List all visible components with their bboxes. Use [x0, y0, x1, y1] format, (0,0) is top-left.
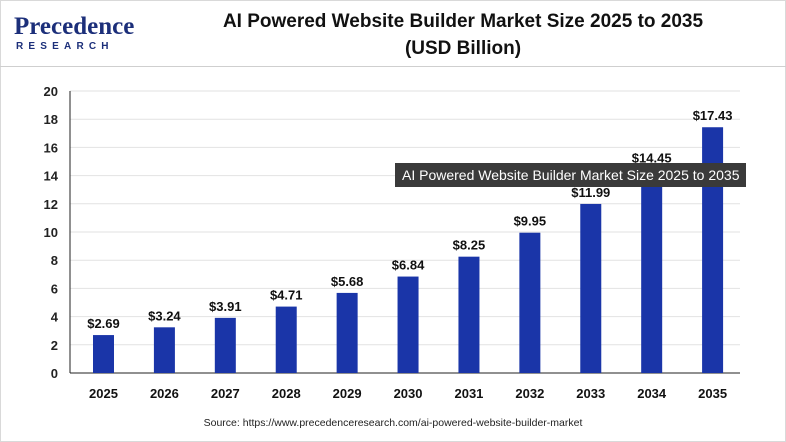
chart-title: AI Powered Website Builder Market Size 2…: [140, 8, 786, 62]
y-tick-label: 18: [44, 112, 58, 127]
header-divider: [0, 66, 786, 67]
y-tick-label: 4: [51, 310, 59, 325]
bar-value-label: $4.71: [270, 288, 303, 303]
x-tick-label: 2033: [576, 386, 605, 401]
y-tick-label: 12: [44, 197, 58, 212]
x-tick-label: 2026: [150, 386, 179, 401]
bar-value-label: $3.91: [209, 299, 242, 314]
bar-value-label: $6.84: [392, 258, 425, 273]
bar: [397, 276, 419, 373]
y-tick-label: 20: [44, 84, 58, 99]
chart-tooltip: AI Powered Website Builder Market Size 2…: [395, 163, 747, 187]
bar: [519, 232, 541, 373]
y-tick-label: 6: [51, 281, 58, 296]
x-tick-label: 2035: [698, 386, 727, 401]
brand-logo: Precedence RESEARCH: [14, 14, 138, 54]
y-tick-label: 16: [44, 140, 58, 155]
bar: [93, 335, 114, 373]
y-tick-label: 0: [51, 366, 58, 381]
y-tick-label: 14: [44, 169, 59, 184]
logo-wordmark: Precedence: [14, 13, 135, 40]
bar: [336, 292, 358, 373]
x-tick-label: 2025: [89, 386, 118, 401]
chart-title-line1: AI Powered Website Builder Market Size 2…: [222, 11, 704, 32]
bar-value-label: $9.95: [514, 214, 547, 229]
bar-value-label: $8.25: [453, 238, 486, 253]
bar-value-label: $14.45: [632, 150, 672, 165]
bar: [580, 203, 602, 373]
y-tick-label: 8: [51, 253, 58, 268]
y-tick-label: 2: [51, 338, 58, 353]
bar: [702, 127, 724, 373]
bar-value-label: $3.24: [148, 308, 181, 323]
bar: [458, 256, 480, 373]
x-tick-label: 2030: [394, 386, 423, 401]
bar: [641, 169, 663, 373]
bar-value-label: $5.68: [331, 274, 364, 289]
x-tick-label: 2032: [515, 386, 544, 401]
bar: [275, 306, 297, 373]
bar-value-label: $2.69: [87, 316, 120, 331]
bar-value-label: $11.99: [571, 185, 610, 200]
logo-subtitle: RESEARCH: [16, 41, 114, 52]
bar: [153, 327, 175, 373]
x-tick-label: 2027: [211, 386, 240, 401]
source-note: Source: https://www.precedenceresearch.c…: [203, 417, 583, 429]
y-tick-label: 10: [44, 225, 58, 240]
chart-title-line2: (USD Billion): [404, 38, 522, 59]
x-tick-label: 2028: [272, 386, 301, 401]
x-tick-label: 2029: [333, 386, 362, 401]
bar-value-label: $17.43: [693, 108, 733, 123]
bar: [214, 317, 236, 373]
x-tick-label: 2034: [637, 386, 667, 401]
x-tick-label: 2031: [454, 386, 483, 401]
